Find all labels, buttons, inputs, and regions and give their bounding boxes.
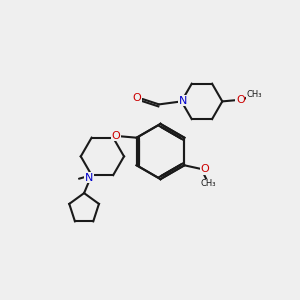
Text: O: O [111,130,120,141]
Text: O: O [133,92,142,103]
Text: CH₃: CH₃ [201,179,216,188]
Text: N: N [179,96,187,106]
Text: O: O [200,164,209,174]
Text: N: N [85,172,93,182]
Text: O: O [236,95,245,105]
Text: CH₃: CH₃ [246,90,262,99]
